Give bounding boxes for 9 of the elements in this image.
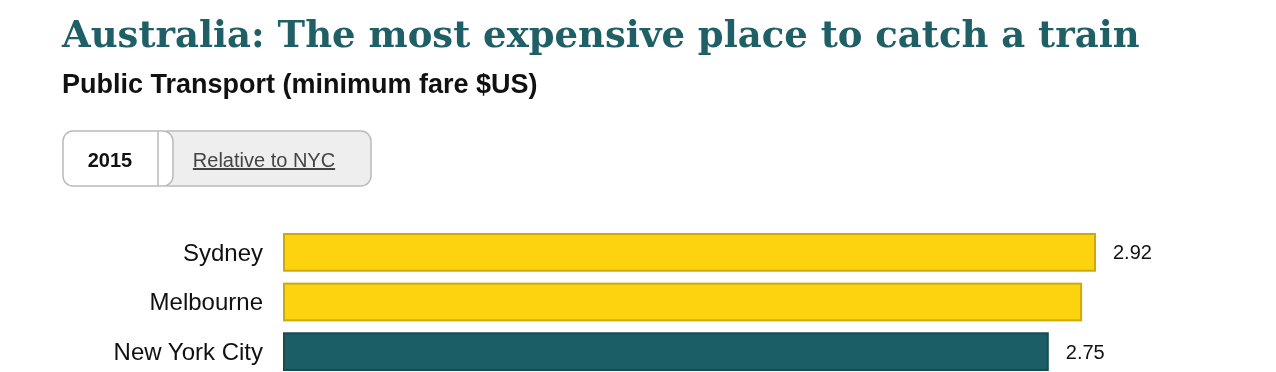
text: 2015 (87, 149, 133, 171)
data-label: 2.92 (1113, 241, 1152, 264)
data-label: 2.75 (1065, 340, 1105, 363)
y-tick-label: Melbourne (149, 288, 263, 316)
y-tick-label: New York City (113, 338, 263, 366)
text: Relative to NYC (192, 149, 336, 171)
chart-subtitle: Public Transport (minimum fare $US) (62, 69, 538, 99)
chart-title: Australia: The most expensive place to catch a train (61, 12, 1140, 56)
y-tick-label: Sydney (182, 238, 263, 266)
